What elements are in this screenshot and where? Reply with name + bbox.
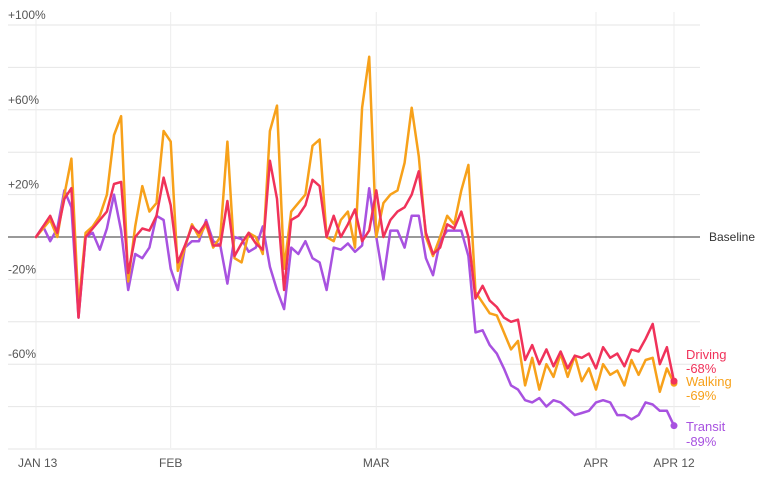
y-tick-label: -20% <box>8 262 36 276</box>
x-tick-label: APR 12 <box>653 456 695 470</box>
y-tick-label: +20% <box>8 178 39 192</box>
y-axis-tick-labels: +100% +60% +20% -20% -60% <box>8 8 46 361</box>
x-tick-label: MAR <box>363 456 390 470</box>
baseline-label: Baseline <box>709 230 755 244</box>
x-tick-label: FEB <box>159 456 182 470</box>
y-tick-label: +100% <box>8 8 46 22</box>
series-lines <box>34 55 678 430</box>
series-end-labels: Driving-68%Walking-69% Transit-89% <box>686 347 732 449</box>
x-tick-label: JAN 13 <box>18 456 58 470</box>
series-name-label-walking: Walking <box>686 374 732 389</box>
series-name-label-driving: Driving <box>686 347 726 362</box>
series-value-label-transit: -89% <box>686 434 717 449</box>
series-name-label-transit: Transit <box>686 419 726 434</box>
series-line-driving <box>34 159 676 383</box>
series-line-transit <box>34 186 676 427</box>
y-tick-label: +60% <box>8 93 39 107</box>
y-tick-label: -60% <box>8 347 36 361</box>
x-tick-label: APR <box>584 456 609 470</box>
series-value-label-walking: -69% <box>686 388 717 403</box>
series-value-label-driving: -68% <box>686 361 717 376</box>
series-end-point-transit <box>670 422 678 430</box>
x-axis-tick-labels: JAN 13 FEB MAR APR APR 12 <box>18 456 695 470</box>
series-end-point-driving <box>670 377 678 385</box>
series-line-walking <box>34 55 676 394</box>
